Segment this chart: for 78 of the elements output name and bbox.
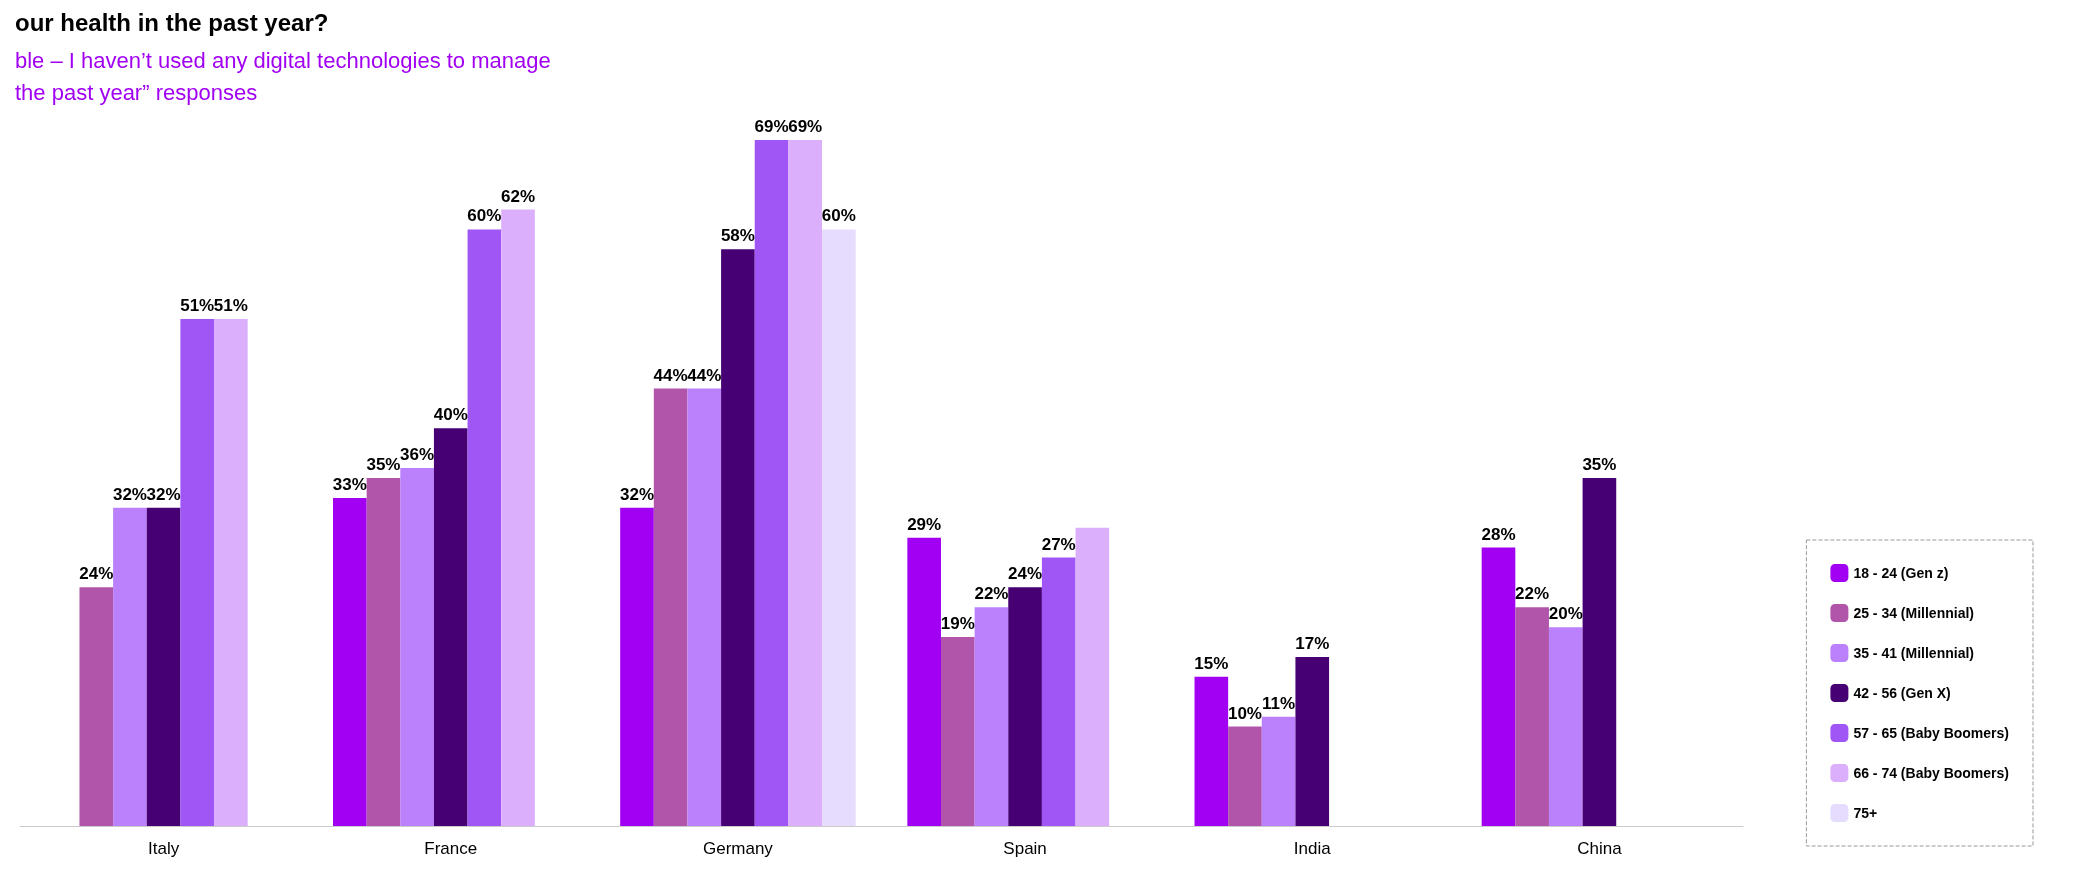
x-tick-label: India	[1293, 839, 1332, 858]
bar	[1075, 527, 1110, 826]
data-label: 60%	[821, 206, 856, 226]
chart-subtitle: ble – I haven’t used any digital technologies to manage the past year” responses	[15, 47, 551, 105]
bar	[754, 139, 789, 826]
data-label: 22%	[1515, 584, 1550, 604]
legend-label: 75+	[1853, 805, 1878, 821]
data-label: 69%	[788, 116, 823, 136]
bar	[687, 388, 722, 826]
legend-label: 42 - 56 (Gen X)	[1853, 685, 1951, 701]
data-label: 40%	[433, 405, 468, 425]
bar	[653, 388, 688, 826]
legend-label: 35 - 41 (Millennial)	[1853, 645, 1974, 661]
data-label: 22%	[974, 584, 1009, 604]
bar	[1261, 716, 1296, 826]
bar	[180, 318, 215, 826]
data-label: 35%	[1582, 455, 1617, 474]
bar	[721, 249, 755, 826]
data-label: 20%	[1548, 604, 1583, 624]
data-label: 28%	[1481, 524, 1516, 544]
data-label: 69%	[754, 116, 789, 136]
bar	[366, 478, 401, 826]
legend-label: 57 - 65 (Baby Boomers)	[1853, 725, 2009, 741]
data-label: 44%	[653, 365, 688, 385]
bar	[1008, 587, 1042, 826]
bar	[113, 507, 147, 826]
data-label: 51%	[213, 295, 248, 315]
data-label: 51%	[180, 295, 215, 315]
data-label: 35%	[366, 455, 401, 474]
data-label: 32%	[112, 484, 147, 504]
chart-title: our health in the past year?	[15, 8, 329, 36]
data-label: 62%	[501, 186, 536, 206]
data-label: 15%	[1194, 653, 1229, 673]
bar	[214, 318, 248, 826]
legend-label: 66 - 74 (Baby Boomers)	[1853, 765, 2009, 781]
bar	[1515, 607, 1549, 826]
bar	[1295, 656, 1330, 826]
bar	[1041, 557, 1076, 826]
bar	[940, 637, 975, 826]
data-label: 24%	[1008, 564, 1043, 584]
bar	[79, 587, 114, 826]
bar	[822, 229, 856, 826]
data-label: 36%	[400, 445, 435, 465]
bar	[620, 507, 654, 826]
x-tick-label: Spain	[1003, 839, 1047, 858]
bar	[907, 537, 941, 826]
bar	[1582, 478, 1617, 826]
data-label: 24%	[79, 564, 114, 584]
data-label: 27%	[1041, 534, 1076, 554]
data-label: 32%	[146, 484, 181, 504]
data-label: 33%	[332, 474, 367, 494]
bar	[1481, 547, 1516, 826]
bar	[788, 139, 823, 826]
bar	[333, 497, 367, 826]
legend-label: 18 - 24 (Gen z)	[1853, 565, 1949, 581]
x-tick-label: France	[424, 839, 478, 858]
data-label: 19%	[940, 614, 975, 634]
data-label: 32%	[619, 484, 655, 504]
bar	[467, 229, 502, 826]
bar	[433, 428, 468, 826]
legend-label: 25 - 34 (Millennial)	[1853, 605, 1974, 621]
data-label: 10%	[1227, 703, 1262, 723]
data-label: 60%	[467, 206, 502, 226]
x-tick-label: Italy	[147, 839, 180, 858]
bar	[1228, 726, 1262, 826]
bar	[1194, 676, 1229, 826]
data-label: 58%	[720, 226, 755, 246]
data-label: 44%	[687, 365, 722, 385]
x-tick-label: China	[1577, 839, 1623, 858]
bar	[1548, 627, 1583, 826]
bar	[501, 209, 535, 826]
data-label: 11%	[1262, 693, 1296, 713]
data-label: 29%	[907, 514, 942, 534]
bar	[974, 607, 1009, 826]
bar	[400, 468, 434, 826]
bar	[146, 507, 181, 826]
x-tick-label: Germany	[702, 839, 774, 858]
data-label: 17%	[1295, 633, 1330, 653]
